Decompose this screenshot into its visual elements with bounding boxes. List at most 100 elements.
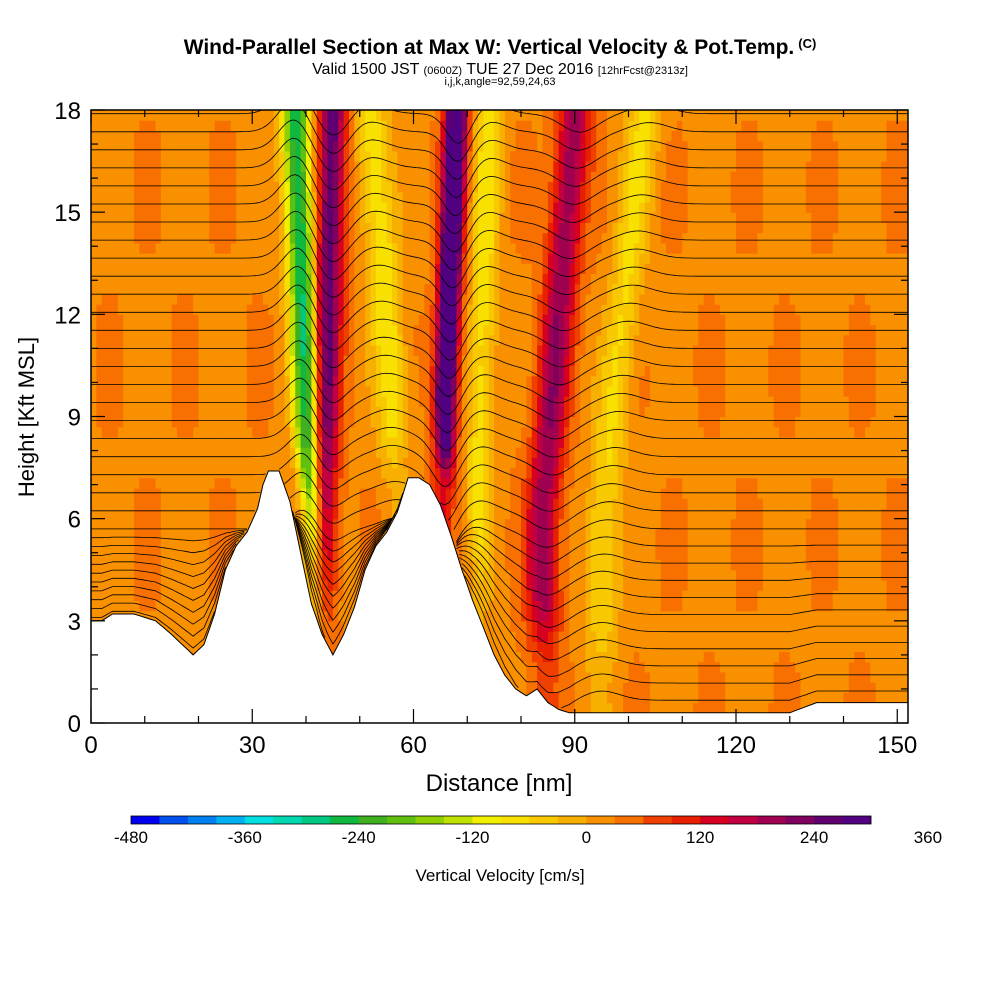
velocity-cell bbox=[214, 181, 221, 193]
velocity-cell bbox=[268, 201, 275, 213]
velocity-cell bbox=[531, 344, 538, 356]
velocity-cell bbox=[311, 528, 318, 540]
velocity-cell bbox=[144, 191, 151, 203]
velocity-cell bbox=[252, 171, 259, 183]
velocity-cell bbox=[311, 120, 318, 132]
velocity-cell bbox=[381, 314, 388, 326]
velocity-cell bbox=[144, 201, 151, 213]
velocity-cell bbox=[171, 283, 178, 295]
velocity-cell bbox=[349, 406, 355, 418]
velocity-cell bbox=[397, 426, 404, 438]
velocity-cell bbox=[504, 385, 511, 397]
velocity-cell bbox=[499, 610, 506, 622]
velocity-cell bbox=[515, 477, 522, 489]
velocity-cell bbox=[112, 304, 119, 315]
velocity-cell bbox=[257, 426, 264, 438]
velocity-cell bbox=[160, 436, 167, 448]
velocity-cell bbox=[257, 181, 264, 193]
velocity-cell bbox=[445, 201, 452, 213]
velocity-cell bbox=[316, 344, 323, 356]
velocity-cell bbox=[193, 590, 200, 601]
velocity-cell bbox=[284, 334, 291, 346]
velocity-cell bbox=[499, 477, 506, 489]
velocity-cell bbox=[182, 416, 189, 428]
velocity-cell bbox=[521, 283, 527, 295]
velocity-cell bbox=[193, 334, 200, 346]
velocity-cell bbox=[461, 273, 468, 285]
velocity-cell bbox=[418, 365, 425, 377]
velocity-cell bbox=[193, 385, 200, 397]
velocity-cell bbox=[257, 304, 264, 315]
velocity-cell bbox=[284, 110, 291, 121]
velocity-cell bbox=[198, 518, 205, 530]
velocity-cell bbox=[327, 365, 334, 377]
velocity-cell bbox=[279, 191, 286, 203]
velocity-cell bbox=[402, 181, 409, 193]
velocity-cell bbox=[144, 365, 151, 377]
velocity-cell bbox=[123, 171, 130, 183]
velocity-cell bbox=[123, 498, 130, 510]
velocity-cell bbox=[381, 222, 388, 234]
velocity-cell bbox=[343, 498, 350, 510]
velocity-cell bbox=[445, 436, 452, 448]
velocity-cell bbox=[171, 416, 178, 428]
velocity-cell bbox=[96, 600, 103, 612]
velocity-cell bbox=[193, 508, 200, 520]
velocity-cell bbox=[220, 171, 226, 183]
velocity-cell bbox=[101, 436, 108, 448]
velocity-cell bbox=[252, 201, 259, 213]
velocity-cell bbox=[354, 314, 361, 326]
velocity-cell bbox=[397, 222, 404, 234]
velocity-cell bbox=[461, 161, 468, 172]
velocity-cell bbox=[252, 385, 259, 397]
velocity-cell bbox=[440, 436, 447, 448]
velocity-cell bbox=[91, 426, 97, 438]
velocity-cell bbox=[236, 273, 243, 285]
velocity-cell bbox=[150, 539, 157, 550]
velocity-cell bbox=[214, 549, 221, 561]
velocity-cell bbox=[273, 130, 280, 142]
velocity-cell bbox=[134, 539, 140, 550]
velocity-cell bbox=[461, 396, 468, 407]
velocity-cell bbox=[370, 324, 377, 336]
velocity-cell bbox=[171, 334, 178, 346]
velocity-cell bbox=[225, 539, 232, 550]
velocity-cell bbox=[349, 559, 355, 571]
velocity-cell bbox=[203, 600, 210, 612]
velocity-cell bbox=[338, 304, 345, 315]
velocity-cell bbox=[354, 242, 361, 254]
velocity-cell bbox=[488, 130, 495, 142]
velocity-cell bbox=[338, 457, 345, 469]
velocity-cell bbox=[408, 191, 415, 203]
velocity-cell bbox=[483, 334, 490, 346]
velocity-cell bbox=[375, 467, 382, 479]
valid-date: TUE 27 Dec 2016 bbox=[466, 61, 594, 78]
velocity-cell bbox=[488, 304, 495, 315]
velocity-cell bbox=[134, 406, 140, 418]
velocity-cell bbox=[435, 344, 441, 356]
velocity-cell bbox=[160, 549, 167, 561]
velocity-cell bbox=[246, 426, 253, 438]
velocity-cell bbox=[537, 671, 544, 683]
velocity-cell bbox=[392, 396, 398, 407]
velocity-cell bbox=[91, 150, 97, 162]
velocity-cell bbox=[150, 385, 157, 397]
velocity-cell bbox=[343, 222, 350, 234]
velocity-cell bbox=[112, 426, 119, 438]
velocity-cell bbox=[150, 579, 157, 591]
velocity-cell bbox=[413, 344, 420, 356]
velocity-cell bbox=[499, 590, 506, 601]
velocity-cell bbox=[488, 222, 495, 234]
velocity-cell bbox=[392, 273, 398, 285]
velocity-cell bbox=[171, 385, 178, 397]
velocity-cell bbox=[198, 406, 205, 418]
velocity-cell bbox=[203, 518, 210, 530]
velocity-cell bbox=[354, 436, 361, 448]
velocity-cell bbox=[408, 253, 415, 264]
velocity-cell bbox=[510, 314, 517, 326]
velocity-cell bbox=[284, 477, 291, 489]
velocity-cell bbox=[327, 293, 334, 305]
velocity-cell bbox=[483, 120, 490, 132]
velocity-cell bbox=[182, 641, 189, 653]
velocity-cell bbox=[504, 191, 511, 203]
